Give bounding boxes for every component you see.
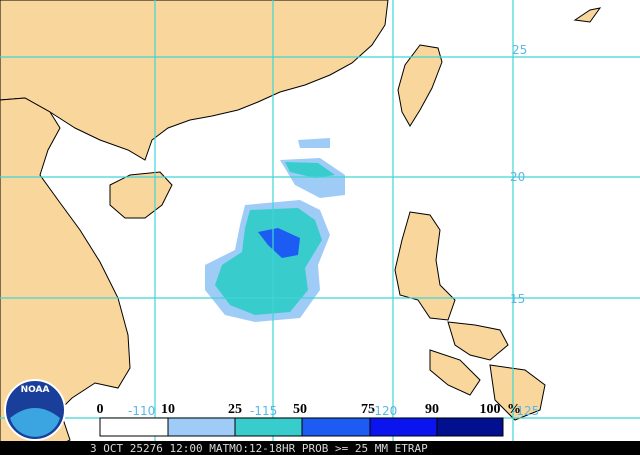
noaa-logo: NOAA (4, 379, 66, 441)
colorbar (99, 417, 504, 437)
footer-bar (0, 441, 640, 455)
footer-text: 3 OCT 25276 12:00 MATMO:12-18HR PROB >= … (90, 442, 428, 455)
land (0, 0, 602, 455)
lon-label: -125 (512, 404, 539, 418)
legend-label: 25 (228, 402, 242, 417)
legend-label: 10 (161, 402, 175, 417)
legend-label: 75 (361, 402, 375, 417)
lat-label: 15 (510, 292, 525, 306)
lat-label: 20 (510, 170, 525, 184)
lon-label: -120 (370, 404, 397, 418)
lat-label: 25 (512, 43, 527, 57)
legend-label: 90 (425, 402, 439, 417)
legend-label: 50 (293, 402, 307, 417)
legend-label: 100 (480, 402, 501, 417)
logo-text: NOAA (21, 385, 50, 395)
legend-unit: % (507, 402, 521, 417)
legend-label: 0 (97, 402, 104, 417)
lon-label: -115 (250, 404, 277, 418)
precip-areas (205, 138, 345, 322)
lon-label: -110 (128, 404, 155, 418)
